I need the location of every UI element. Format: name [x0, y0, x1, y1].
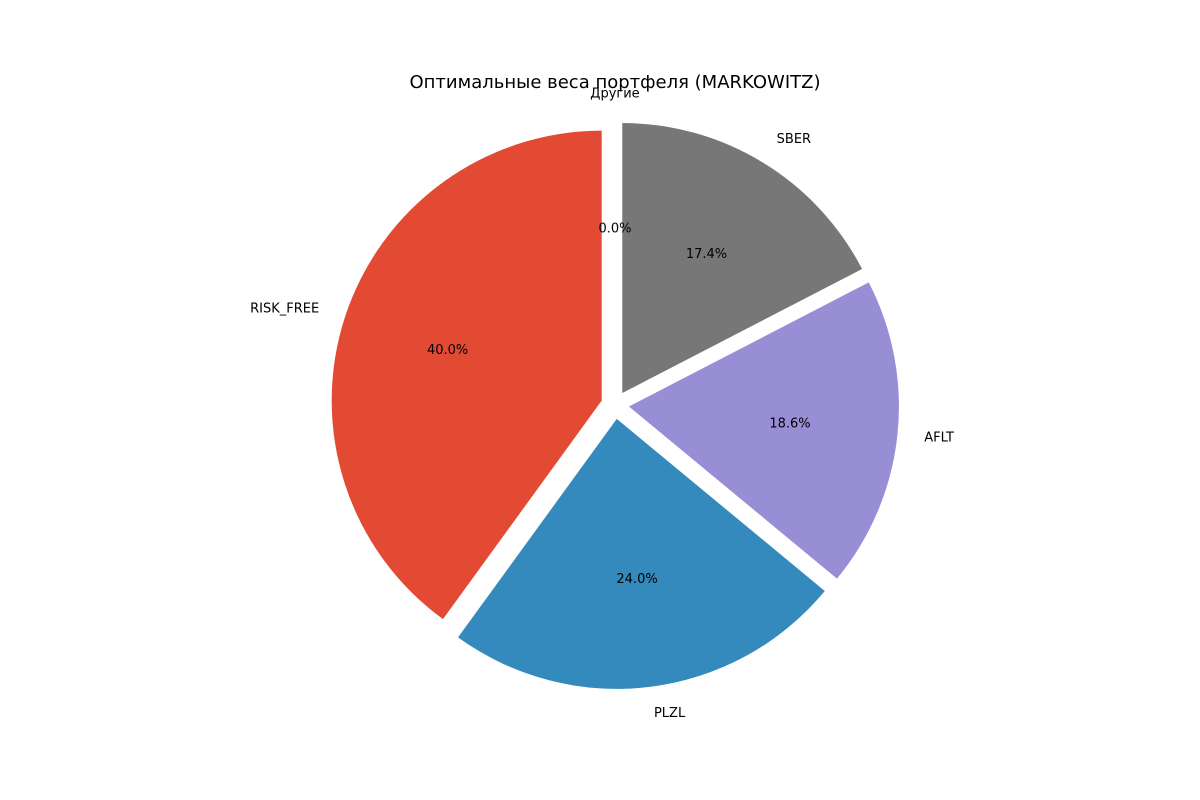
pie-labels: Другие 0.0% RISK_FREE 40.0% PLZL 24.0% AFLT 18.… [250, 87, 954, 722]
slice-percent-risk-free: 40.0% [427, 343, 468, 358]
pie-slices [331, 123, 899, 689]
slice-percent-aflt: 18.6% [769, 416, 810, 431]
chart-title: Оптимальные веса портфеля (MARKOWITZ) [410, 72, 821, 93]
pie-slice-risk-free [331, 130, 602, 620]
slice-percent-plzl: 24.0% [616, 572, 657, 587]
pie-slice-sber [622, 123, 863, 394]
slice-label-aflt: AFLT [924, 431, 954, 446]
slice-label-sber: SBER [777, 132, 811, 147]
pie-slice-plzl [458, 418, 825, 689]
slice-label-risk-free: RISK_FREE [250, 301, 319, 316]
slice-label-slice-0: Другие [590, 87, 639, 102]
pie-slice-aflt [628, 282, 899, 579]
slice-percent-sber: 17.4% [686, 247, 727, 262]
slice-percent-slice-0: 0.0% [598, 222, 631, 237]
slice-label-plzl: PLZL [654, 706, 686, 721]
